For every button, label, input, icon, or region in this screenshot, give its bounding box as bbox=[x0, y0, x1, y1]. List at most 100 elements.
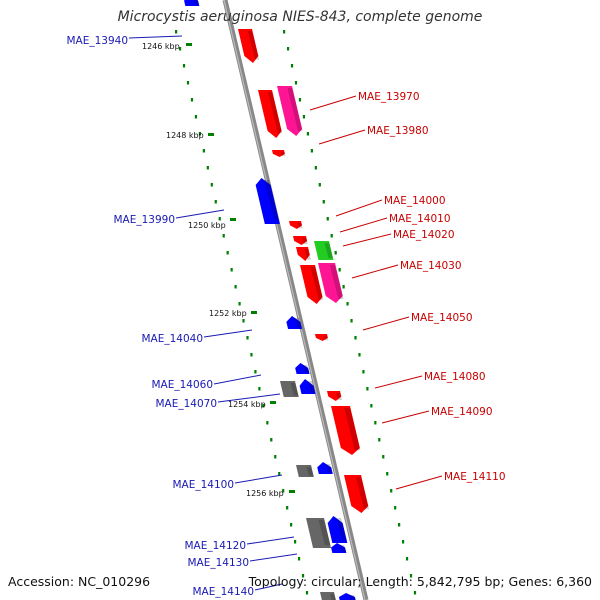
tick-dot bbox=[175, 30, 178, 34]
tick-dot bbox=[326, 217, 329, 221]
forward-gene-arrow[interactable] bbox=[238, 29, 259, 63]
reverse-gene-arrow[interactable] bbox=[331, 543, 347, 553]
reverse-gene-label[interactable]: MAE_14140 bbox=[192, 586, 254, 598]
tick-dot bbox=[238, 302, 241, 306]
forward-gene-arrow[interactable] bbox=[327, 391, 342, 401]
tick-dot bbox=[374, 421, 377, 425]
forward-label-leader bbox=[309, 95, 357, 111]
gene-shade bbox=[349, 595, 356, 600]
gene-shade bbox=[344, 408, 361, 451]
forward-gene-arrow[interactable] bbox=[258, 90, 282, 138]
tick-dot bbox=[230, 268, 233, 272]
other-gene-block[interactable] bbox=[306, 518, 332, 548]
reverse-gene-label[interactable]: MAE_14120 bbox=[184, 540, 246, 552]
forward-gene-arrow[interactable] bbox=[344, 475, 369, 513]
gene-shade bbox=[329, 594, 336, 600]
tick-dot bbox=[286, 47, 290, 51]
forward-gene-arrow[interactable] bbox=[289, 221, 303, 229]
reverse-gene-arrow[interactable] bbox=[338, 593, 356, 600]
tick-dot bbox=[318, 183, 321, 187]
tick-dot bbox=[222, 234, 225, 238]
reverse-gene-label[interactable]: MAE_13990 bbox=[113, 214, 175, 226]
scale-tick-label: 1250 kbp bbox=[188, 221, 226, 230]
tick-track-left bbox=[175, 30, 309, 595]
gene-shade bbox=[294, 318, 302, 328]
forward-gene-arrow[interactable] bbox=[315, 334, 328, 341]
tick-dot bbox=[314, 166, 317, 170]
tick-dot bbox=[301, 574, 305, 578]
reverse-gene-label[interactable]: MAE_14040 bbox=[141, 333, 203, 345]
forward-gene-arrow[interactable] bbox=[331, 406, 360, 455]
tick-dot bbox=[246, 336, 249, 340]
other-gene-block[interactable] bbox=[280, 381, 299, 397]
other-gene-block[interactable] bbox=[320, 592, 336, 600]
reverse-label-leader bbox=[213, 374, 262, 385]
reverse-gene-label[interactable]: MAE_14070 bbox=[155, 398, 217, 410]
forward-label-leader bbox=[342, 233, 392, 247]
gene-shade bbox=[323, 336, 329, 341]
rna-gene-block[interactable] bbox=[314, 241, 334, 260]
forward-gene-label[interactable]: MAE_14110 bbox=[444, 471, 506, 483]
reverse-gene-arrow[interactable] bbox=[295, 363, 310, 374]
tick-dot bbox=[178, 47, 182, 51]
tick-dot bbox=[282, 489, 285, 493]
forward-gene-label[interactable]: MAE_13980 bbox=[367, 125, 429, 137]
forward-gene-label[interactable]: MAE_14080 bbox=[424, 371, 486, 383]
forward-gene-arrow[interactable] bbox=[272, 150, 285, 157]
gene-shade bbox=[310, 267, 324, 301]
gene-shade bbox=[324, 243, 334, 259]
tick-dot bbox=[182, 64, 186, 68]
forward-gene-label[interactable]: MAE_14050 bbox=[411, 312, 473, 324]
reverse-gene-arrow[interactable] bbox=[255, 178, 280, 224]
tick-dot bbox=[290, 64, 294, 68]
gene-shade bbox=[287, 88, 303, 131]
gene-shade bbox=[304, 249, 311, 260]
forward-gene-label[interactable]: MAE_14000 bbox=[384, 195, 446, 207]
reverse-label-leader bbox=[217, 393, 281, 403]
forward-gene-label[interactable]: MAE_14020 bbox=[393, 229, 455, 241]
tick-dot bbox=[322, 200, 325, 204]
forward-label-leader bbox=[362, 316, 410, 331]
forward-label-leader bbox=[351, 264, 399, 279]
forward-gene-arrow[interactable] bbox=[277, 86, 303, 136]
tick-dot bbox=[330, 234, 333, 238]
gene-shade bbox=[306, 467, 314, 476]
reverse-gene-label[interactable]: MAE_14130 bbox=[187, 557, 249, 569]
reverse-gene-arrow[interactable] bbox=[184, 0, 200, 6]
forward-gene-arrow[interactable] bbox=[296, 247, 310, 261]
forward-gene-arrow[interactable] bbox=[293, 236, 308, 245]
tick-dot bbox=[298, 98, 302, 102]
forward-gene-label[interactable]: MAE_14090 bbox=[431, 406, 493, 418]
forward-gene-label[interactable]: MAE_14030 bbox=[400, 260, 462, 272]
reverse-gene-label[interactable]: MAE_14100 bbox=[172, 479, 234, 491]
reverse-gene-arrow[interactable] bbox=[327, 516, 348, 543]
gene-shade bbox=[302, 238, 308, 245]
tick-dot bbox=[297, 557, 301, 561]
forward-gene-arrow[interactable] bbox=[300, 265, 323, 304]
tick-dot bbox=[402, 540, 405, 544]
forward-gene-label[interactable]: MAE_13970 bbox=[358, 91, 420, 103]
reverse-label-leader bbox=[254, 583, 283, 591]
reverse-label-leader bbox=[128, 35, 183, 39]
tick-dot bbox=[270, 438, 273, 442]
tick-dot bbox=[266, 421, 269, 425]
tick-dot bbox=[190, 98, 194, 102]
tick-dot bbox=[206, 166, 209, 170]
reverse-gene-arrow[interactable] bbox=[299, 379, 316, 394]
tick-dot bbox=[305, 591, 309, 595]
forward-gene-arrow[interactable] bbox=[318, 263, 343, 303]
reverse-gene-arrow[interactable] bbox=[317, 462, 333, 474]
scale-tick-mark bbox=[289, 490, 295, 493]
gene-shade bbox=[307, 381, 316, 393]
tick-dot bbox=[242, 319, 245, 323]
page-title: Microcystis aeruginosa NIES-843, complet… bbox=[117, 9, 483, 25]
reverse-gene-label[interactable]: MAE_14060 bbox=[151, 379, 213, 391]
gene-shade bbox=[280, 152, 286, 157]
other-gene-block[interactable] bbox=[296, 465, 314, 477]
reverse-gene-label[interactable]: MAE_13940 bbox=[66, 35, 128, 47]
forward-gene-label[interactable]: MAE_14010 bbox=[389, 213, 451, 225]
reverse-gene-arrow[interactable] bbox=[286, 316, 303, 329]
forward-label-leader bbox=[335, 199, 383, 217]
reverse-label-leader bbox=[175, 209, 225, 219]
